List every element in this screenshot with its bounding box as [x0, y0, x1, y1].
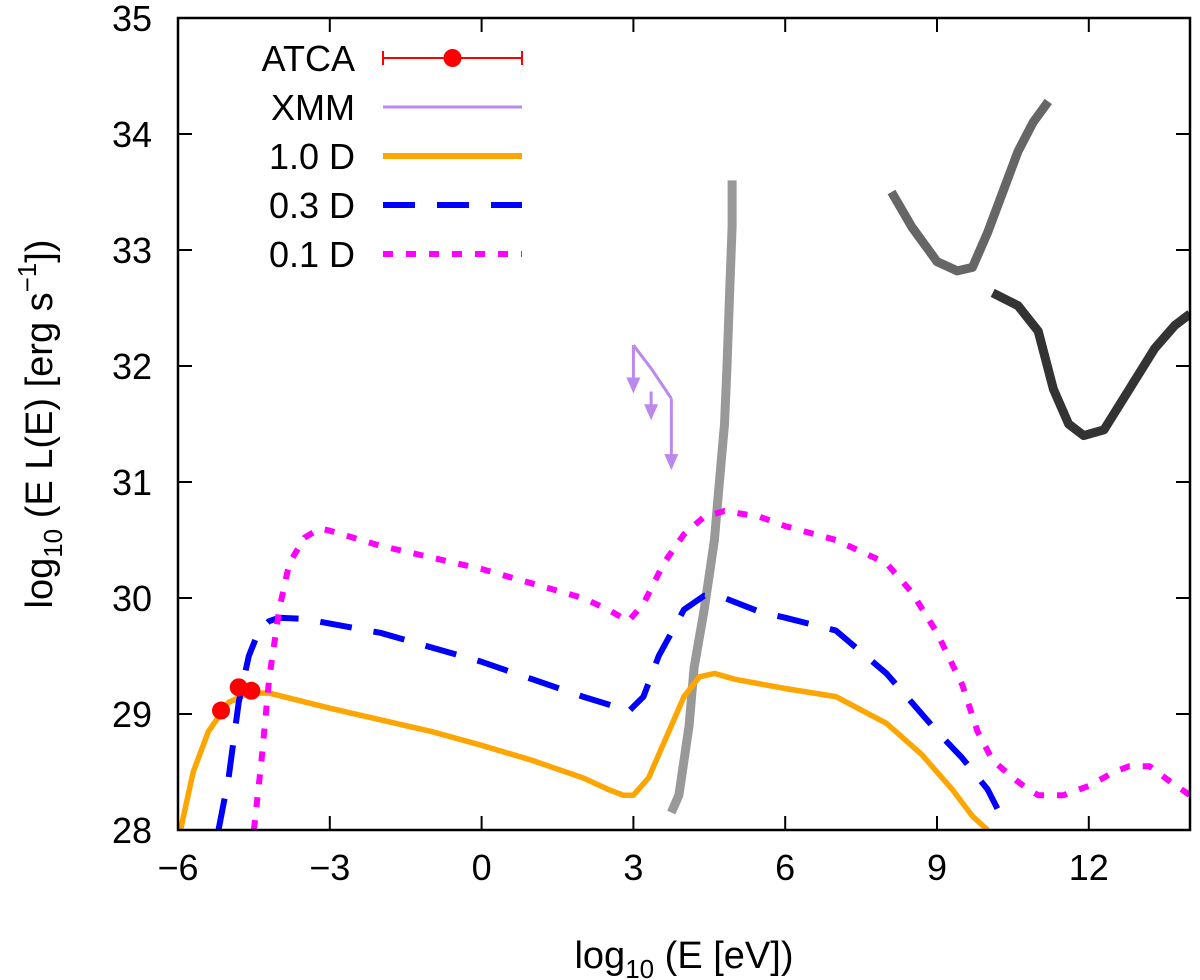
- sensitivity-1-line: [667, 180, 737, 815]
- ticks: −6 −3 0 3 6 9 12 28 29 30 31 32 33 34 35: [112, 0, 1190, 888]
- y-tick-label: 34: [112, 114, 152, 155]
- legend-label: 1.0 D: [269, 136, 355, 177]
- sensitivity-3-line: [990, 288, 1190, 441]
- x-tick-label: 12: [1069, 847, 1109, 888]
- y-tick-label: 30: [112, 578, 152, 619]
- y-tick-label: 35: [112, 0, 152, 39]
- x-tick-label: 3: [623, 847, 643, 888]
- y-tick-label: 33: [112, 230, 152, 271]
- plot-frame: [176, 16, 1192, 832]
- x-tick-label: −6: [157, 847, 198, 888]
- x-tick-label: 6: [775, 847, 795, 888]
- legend-label: 0.3 D: [269, 185, 355, 226]
- legend-sample-atca-point: [443, 49, 462, 67]
- atca-data-point: [212, 701, 231, 720]
- y-tick-label: 28: [112, 810, 152, 851]
- y-tick-label: 32: [112, 346, 152, 387]
- y-tick-label: 29: [112, 694, 152, 735]
- legend-label: 0.1 D: [269, 234, 355, 275]
- legend: ATCA XMM 1.0 D 0.3 D 0.1 D: [262, 38, 523, 275]
- plot-lines: [178, 98, 1190, 830]
- x-tick-label: 0: [472, 847, 492, 888]
- sensitivity-2-line: [887, 98, 1052, 276]
- x-tick-label: −3: [309, 847, 350, 888]
- xmm-upper-limit-arrow: [644, 404, 659, 421]
- legend-label: XMM: [271, 87, 355, 128]
- x-tick-label: 9: [927, 847, 947, 888]
- y-tick-label: 31: [112, 462, 152, 503]
- xmm-line: [632, 344, 673, 400]
- x-axis-label: log10 (E [eV]): [574, 935, 793, 980]
- legend-label: ATCA: [262, 38, 355, 79]
- y-axis-label: log10 (E L(E) [erg s−1]): [12, 239, 68, 608]
- 0-3-d-line: [215, 592, 1008, 830]
- xmm-upper-limit-arrow: [664, 454, 679, 471]
- xmm-upper-limit-arrow: [626, 377, 641, 394]
- atca-data-point: [242, 681, 261, 700]
- 0-1-d-line: [250, 508, 1190, 830]
